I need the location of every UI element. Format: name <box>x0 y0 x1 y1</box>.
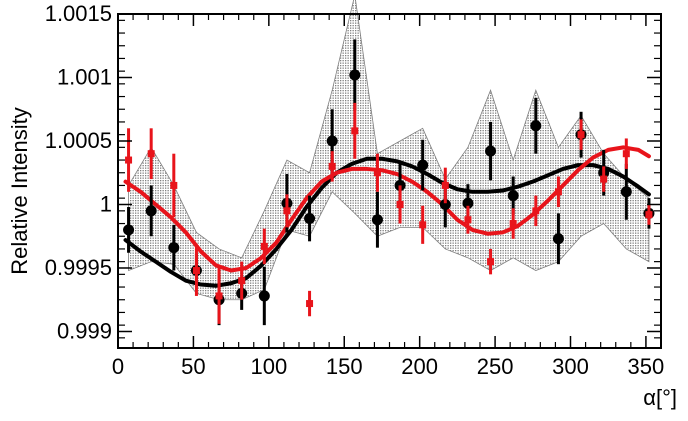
marker-square <box>396 200 404 208</box>
marker-square <box>260 242 268 250</box>
marker-square <box>600 175 608 183</box>
fit-curve-red <box>123 145 651 273</box>
marker-square <box>170 181 178 189</box>
marker-square <box>125 156 133 164</box>
x-tick-label: 250 <box>477 354 514 379</box>
marker-square <box>238 277 246 285</box>
marker-circle <box>507 190 519 202</box>
data-point-red-5 <box>238 261 246 300</box>
marker-square <box>645 211 653 219</box>
marker-circle <box>304 212 316 224</box>
fit-curves <box>123 145 651 288</box>
data-point-red-1 <box>147 128 155 180</box>
y-tick-label: 1.0015 <box>45 1 112 26</box>
data-point-red-22 <box>622 138 630 169</box>
data-point-red-4 <box>215 267 223 324</box>
axes: 0 50 100 150 200 250 300 350 0.999 0.9995 1 1.0005 1… <box>45 1 665 379</box>
data-point-red-10 <box>351 102 359 159</box>
marker-square <box>147 150 155 158</box>
marker-circle <box>530 120 542 132</box>
marker-square <box>306 300 314 308</box>
marker-circle <box>552 233 564 245</box>
marker-circle <box>417 159 429 171</box>
data-point-red-20 <box>577 119 585 150</box>
x-tick-label: 350 <box>628 354 665 379</box>
data-point-red-6 <box>260 228 268 265</box>
data-point-red-15 <box>464 205 472 234</box>
data-point-black-22 <box>620 163 632 220</box>
data-point-red-12 <box>396 185 404 224</box>
y-tick-label: 1.0005 <box>45 128 112 153</box>
marker-square <box>441 181 449 189</box>
marker-circle <box>168 242 180 254</box>
data-point-red-14 <box>441 167 449 204</box>
y-tick-label: 0.999 <box>57 318 112 343</box>
marker-circle <box>485 145 497 157</box>
marker-circle <box>258 290 270 302</box>
data-point-red-0 <box>125 128 133 192</box>
data-point-red-2 <box>170 153 178 218</box>
data-point-red-7 <box>283 194 291 228</box>
marker-circle <box>123 224 135 236</box>
marker-square <box>464 216 472 224</box>
data-point-red-3 <box>192 245 200 296</box>
data-point-red-23 <box>645 204 653 225</box>
data-point-black-10 <box>349 39 361 111</box>
marker-circle <box>439 198 451 210</box>
x-tick-label: 200 <box>401 354 438 379</box>
data-point-black-19 <box>552 213 564 265</box>
y-tick-label: 1.001 <box>57 64 112 89</box>
data-point-red-17 <box>509 208 517 239</box>
data-point-red-16 <box>487 248 495 275</box>
y-tick-label: 0.9995 <box>45 255 112 280</box>
marker-square <box>622 150 630 158</box>
data-point-red-8 <box>306 290 314 317</box>
data-point-red-18 <box>532 195 540 227</box>
data-point-black-2 <box>168 224 180 271</box>
marker-circle <box>620 186 632 198</box>
data-point-black-8 <box>304 195 316 242</box>
x-tick-label: 50 <box>181 354 205 379</box>
data-point-red-21 <box>600 166 608 192</box>
marker-square <box>215 292 223 300</box>
data-point-red-11 <box>373 153 381 192</box>
data-point-black-11 <box>371 191 383 248</box>
x-tick-label: 150 <box>326 354 363 379</box>
marker-square <box>192 267 200 275</box>
marker-square <box>373 169 381 177</box>
marker-circle <box>371 214 383 226</box>
data-point-black-18 <box>530 97 542 154</box>
data-point-black-13 <box>417 139 429 191</box>
data-point-red-13 <box>419 205 427 244</box>
marker-square <box>509 220 517 228</box>
data-point-red-19 <box>554 176 562 208</box>
data-point-black-16 <box>485 121 497 181</box>
marker-square <box>532 207 540 215</box>
data-point-red-9 <box>328 151 336 182</box>
marker-square <box>351 127 359 135</box>
data-point-black-1 <box>145 185 157 237</box>
data-point-black-6 <box>258 266 270 326</box>
x-tick-label: 100 <box>250 354 287 379</box>
marker-square <box>554 188 562 196</box>
fit-curve-black <box>123 156 651 288</box>
data-point-black-0 <box>123 207 135 253</box>
y-tick-label: 1 <box>100 191 112 216</box>
marker-square <box>328 162 336 170</box>
y-axis-label: Relative Intensity <box>7 107 32 275</box>
marker-square <box>487 258 495 266</box>
x-tick-label: 0 <box>112 354 124 379</box>
marker-square <box>283 207 291 215</box>
x-axis-label: α[°] <box>643 385 677 410</box>
marker-square <box>577 131 585 139</box>
data-points <box>123 39 655 326</box>
marker-circle <box>326 135 338 147</box>
marker-circle <box>462 197 474 209</box>
x-tick-label: 300 <box>552 354 589 379</box>
marker-circle <box>349 69 361 81</box>
marker-circle <box>145 205 157 217</box>
marker-square <box>419 221 427 229</box>
